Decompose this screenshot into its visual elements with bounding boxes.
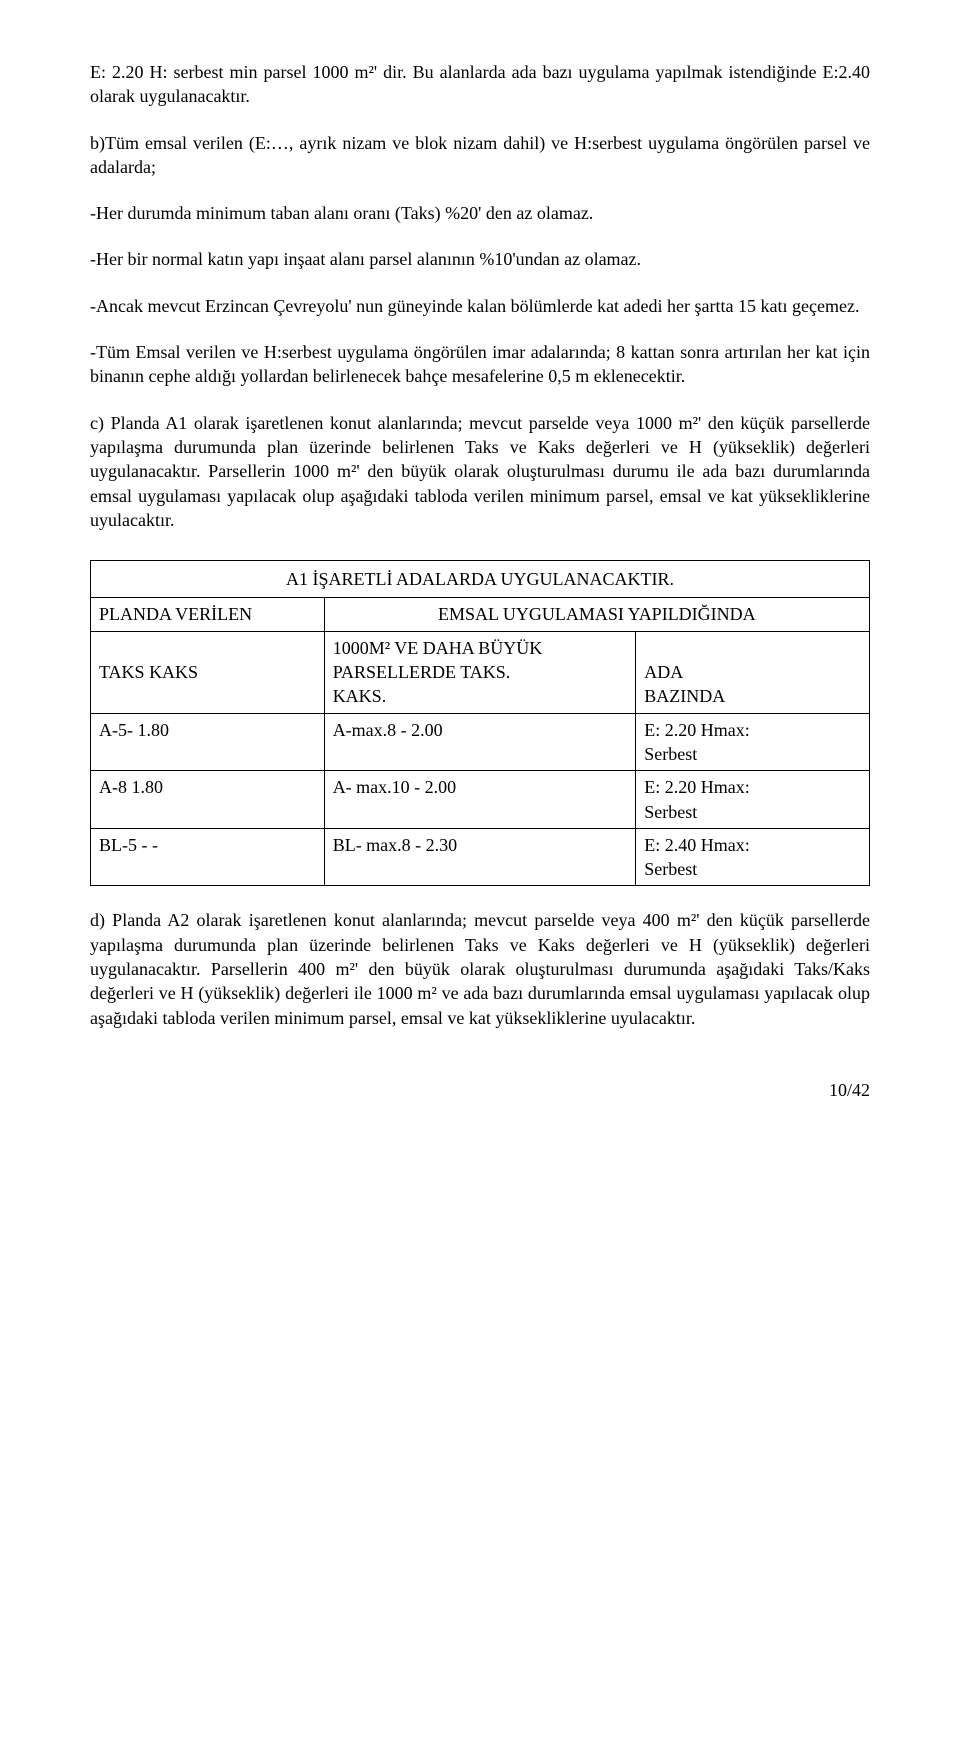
table-cell: A-max.8 - 2.00 [324,713,636,771]
table-cell: E: 2.40 Hmax: Serbest [636,828,870,886]
paragraph-b-intro: b)Tüm emsal verilen (E:…, ayrık nizam ve… [90,131,870,180]
paragraph-d-a2: d) Planda A2 olarak işaretlenen konut al… [90,908,870,1029]
paragraph-rule-taks20: -Her durumda minimum taban alanı oranı (… [90,201,870,225]
paragraph-c-a1: c) Planda A1 olarak işaretlenen konut al… [90,411,870,532]
table-col1-header: TAKS KAKS [91,631,325,713]
table-col3-header: ADA BAZINDA [636,631,870,713]
paragraph-rule-05m: -Tüm Emsal verilen ve H:serbest uygulama… [90,340,870,389]
table-cell: A-5- 1.80 [91,713,325,771]
table-cell: A-8 1.80 [91,771,325,829]
table-row: A-5- 1.80 A-max.8 - 2.00 E: 2.20 Hmax: S… [91,713,870,771]
table-title: A1 İŞARETLİ ADALARDA UYGULANACAKTIR. [91,561,870,598]
paragraph-e-definition: E: 2.20 H: serbest min parsel 1000 m²' d… [90,60,870,109]
table-row: BL-5 - - BL- max.8 - 2.30 E: 2.40 Hmax: … [91,828,870,886]
table-header-right: EMSAL UYGULAMASI YAPILDIĞINDA [324,598,869,631]
table-cell: E: 2.20 Hmax: Serbest [636,713,870,771]
table-header-left: PLANDA VERİLEN [91,598,325,631]
document-page: E: 2.20 H: serbest min parsel 1000 m²' d… [0,0,960,1142]
table-row: A-8 1.80 A- max.10 - 2.00 E: 2.20 Hmax: … [91,771,870,829]
page-number: 10/42 [90,1078,870,1102]
a1-table-container: A1 İŞARETLİ ADALARDA UYGULANACAKTIR. PLA… [90,560,870,886]
table-cell: BL- max.8 - 2.30 [324,828,636,886]
paragraph-rule-15kat: -Ancak mevcut Erzincan Çevreyolu' nun gü… [90,294,870,318]
table-col2-header: 1000M² VE DAHA BÜYÜK PARSELLERDE TAKS. K… [324,631,636,713]
table-cell: E: 2.20 Hmax: Serbest [636,771,870,829]
table-cell: BL-5 - - [91,828,325,886]
table-cell: A- max.10 - 2.00 [324,771,636,829]
paragraph-rule-10pct: -Her bir normal katın yapı inşaat alanı … [90,247,870,271]
a1-table: A1 İŞARETLİ ADALARDA UYGULANACAKTIR. PLA… [90,560,870,886]
